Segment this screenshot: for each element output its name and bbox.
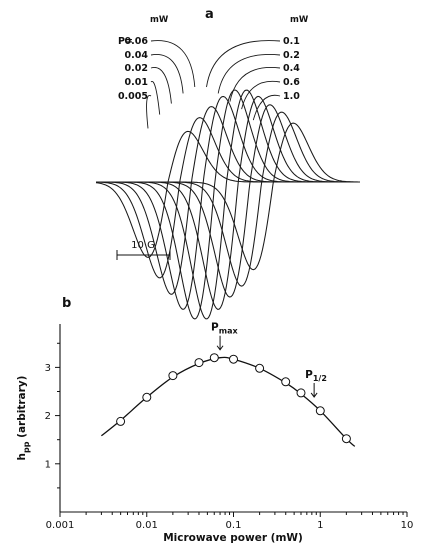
leader-line xyxy=(146,94,152,129)
data-points xyxy=(116,353,351,444)
right-power-label: 1.0 xyxy=(283,91,300,102)
x-tick-label: 0.001 xyxy=(46,520,75,531)
right-power-label: 0.4 xyxy=(283,63,300,74)
y-tick-label: 1 xyxy=(45,459,51,470)
scale-bar-label: 10 G xyxy=(131,240,155,251)
x-tick-label: 10 xyxy=(401,520,414,531)
annotation-arrowhead xyxy=(310,392,318,398)
data-point xyxy=(209,353,219,363)
data-point xyxy=(281,377,291,387)
scale-bar: 10 G xyxy=(116,240,171,260)
left-unit-label: mW xyxy=(150,15,169,25)
annotation-subscript: max xyxy=(219,327,239,336)
x-axis-title: Microwave power (mW) xyxy=(163,532,303,544)
right-power-label: 0.2 xyxy=(283,50,300,61)
spectrum-0.2-mw xyxy=(96,95,360,310)
leader-line xyxy=(150,40,196,88)
panel-b-letter: b xyxy=(62,296,71,311)
right-power-labels: 0.1 0.2 0.4 0.6 1.0 xyxy=(283,36,300,102)
spectra-group xyxy=(95,89,360,320)
p-half-annotation: P1/2 xyxy=(305,369,327,383)
data-point xyxy=(255,363,265,373)
annotation-main: P xyxy=(305,369,313,381)
leader-line xyxy=(150,67,172,104)
left-power-label: 0.005 xyxy=(118,91,148,102)
leader-line xyxy=(241,80,281,110)
spectrum-0.005-mw xyxy=(95,130,360,258)
y-axis-title: hpp (arbitrary) xyxy=(16,376,31,461)
x-tick-label: 1 xyxy=(317,520,323,531)
data-point xyxy=(341,434,351,444)
left-power-label: 0.06 xyxy=(125,36,149,47)
data-point xyxy=(194,358,204,368)
data-point xyxy=(296,388,306,398)
y-axis-ticks: 1 2 3 xyxy=(45,342,60,489)
left-power-label: 0.04 xyxy=(125,50,149,61)
spectrum-1.0-mw xyxy=(96,122,360,271)
right-power-label: 0.1 xyxy=(283,36,300,47)
leader-line xyxy=(229,66,281,102)
data-point xyxy=(229,354,238,364)
leader-line xyxy=(252,94,281,121)
left-power-label: 0.02 xyxy=(125,63,148,74)
y-axis-title-rest: (arbitrary) xyxy=(16,376,28,442)
x-axis-ticks: 0.001 0.01 0.1 1 10 xyxy=(46,512,414,531)
y-tick-label: 2 xyxy=(45,411,51,422)
panel-a-letter: a xyxy=(205,7,214,22)
data-point xyxy=(116,416,126,426)
left-power-labels: 0.06 0.04 0.02 0.01 0.005 xyxy=(118,36,148,102)
leader-line xyxy=(150,80,161,115)
fit-curve xyxy=(100,356,356,447)
data-point xyxy=(142,392,152,402)
leader-line xyxy=(206,40,281,88)
spectrum-0.1-mw xyxy=(96,89,360,320)
annotation-subscript: 1/2 xyxy=(313,374,327,383)
power-prefix-label: P= xyxy=(118,36,133,47)
left-power-label: 0.01 xyxy=(125,77,148,88)
label-leader-lines xyxy=(146,40,281,129)
leader-line xyxy=(217,54,281,94)
data-point xyxy=(168,371,178,381)
p-max-annotation: Pmax xyxy=(211,322,238,336)
spectrum-0.02-mw xyxy=(96,106,360,295)
spectrum-0.4-mw xyxy=(96,104,360,298)
panel-a-spectra: a P= mW mW 0.060.040.020.010.005 0.10.20… xyxy=(95,7,360,320)
data-point xyxy=(315,406,325,416)
leader-line xyxy=(150,54,184,94)
x-tick-label: 0.01 xyxy=(136,520,158,531)
spectrum-0.06-mw xyxy=(96,89,360,320)
y-axis-title-main: h xyxy=(16,453,28,460)
annotation-arrowhead xyxy=(216,345,224,351)
y-tick-label: 3 xyxy=(45,363,51,374)
annotation-main: P xyxy=(211,322,219,334)
right-power-label: 0.6 xyxy=(283,77,300,88)
right-unit-label: mW xyxy=(290,15,309,25)
x-tick-label: 0.1 xyxy=(226,520,242,531)
y-axis-title-subscript: pp xyxy=(22,441,31,453)
